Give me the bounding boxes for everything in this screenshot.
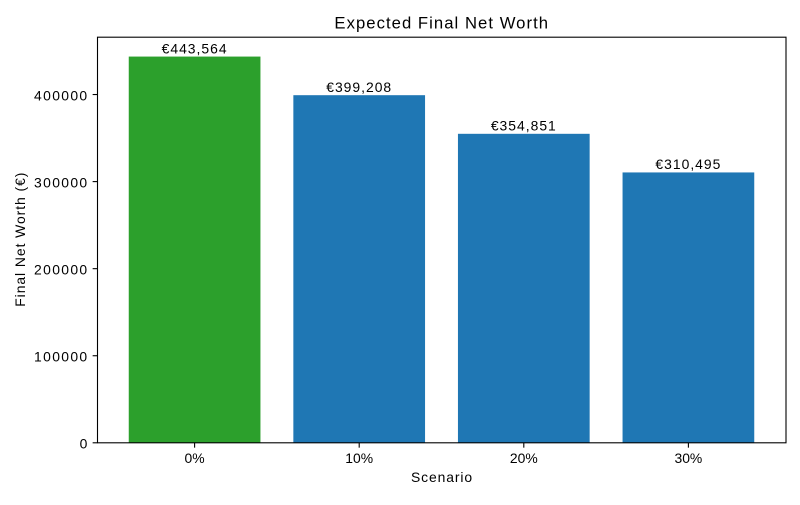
svg-text:€354,851: €354,851	[491, 118, 557, 134]
svg-text:30%: 30%	[674, 450, 702, 466]
svg-text:Scenario: Scenario	[411, 469, 473, 485]
svg-text:€399,208: €399,208	[326, 79, 392, 95]
svg-text:0%: 0%	[185, 450, 205, 466]
svg-text:Final Net Worth (€): Final Net Worth (€)	[12, 172, 28, 307]
svg-text:20%: 20%	[510, 450, 538, 466]
svg-text:300000: 300000	[34, 174, 88, 190]
svg-text:€443,564: €443,564	[162, 40, 228, 56]
svg-text:10%: 10%	[345, 450, 373, 466]
svg-text:100000: 100000	[34, 349, 88, 365]
svg-text:200000: 200000	[34, 261, 88, 277]
svg-text:0: 0	[80, 436, 89, 452]
svg-text:€310,495: €310,495	[655, 156, 721, 172]
svg-text:Expected Final Net Worth: Expected Final Net Worth	[334, 14, 549, 33]
svg-text:400000: 400000	[34, 87, 88, 103]
